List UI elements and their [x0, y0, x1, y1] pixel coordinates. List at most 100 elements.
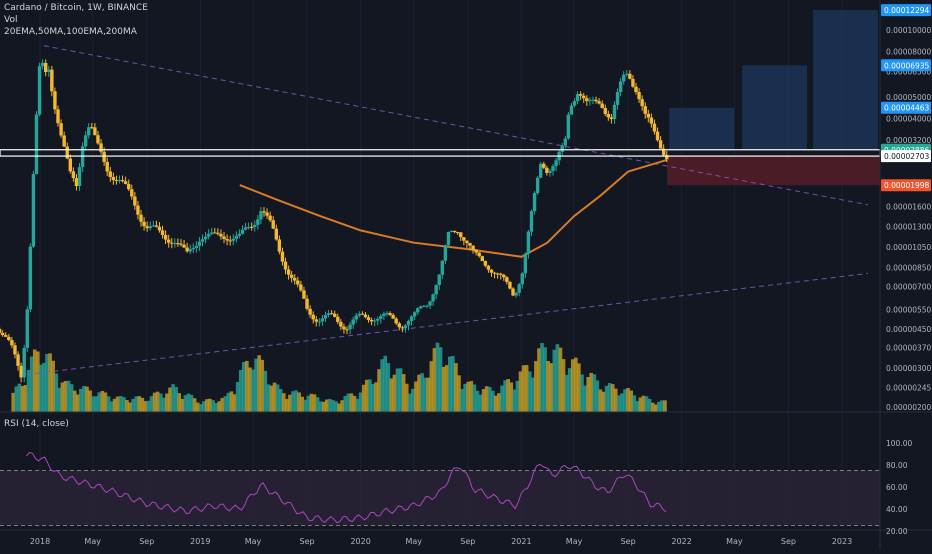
- volume-bar: [635, 401, 640, 412]
- candle-body: [440, 260, 445, 275]
- volume-bar: [383, 355, 388, 412]
- candle-body: [483, 261, 488, 266]
- candle-body: [136, 205, 140, 215]
- candle-body: [16, 354, 20, 366]
- volume-bar: [580, 374, 584, 412]
- lower-trendline: [26, 272, 868, 376]
- candle-body: [474, 249, 478, 253]
- candle-body: [130, 189, 134, 197]
- volume-bar: [54, 373, 59, 412]
- volume-bar: [177, 393, 182, 412]
- candle-body: [649, 117, 654, 124]
- candle-body: [203, 236, 208, 240]
- volume-bar: [26, 369, 31, 412]
- candle-body: [47, 69, 51, 73]
- candle-body: [105, 161, 109, 172]
- candle-body: [406, 321, 411, 326]
- candle-body: [640, 99, 644, 107]
- candle-body: [345, 329, 349, 331]
- volume-bar: [39, 364, 43, 412]
- y-tick-label: 0.00000700: [886, 282, 932, 291]
- candle-body: [256, 219, 260, 225]
- candle-body: [243, 227, 248, 230]
- price-label-tag: [881, 101, 931, 114]
- volume-bar: [281, 393, 286, 412]
- volume-bar: [257, 355, 261, 412]
- candle-body: [234, 235, 239, 239]
- volume-bar: [487, 386, 492, 412]
- volume-bar: [269, 385, 274, 412]
- candle-body: [219, 233, 223, 237]
- moving-average-line: [239, 158, 668, 258]
- candle-body: [360, 313, 365, 315]
- volume-bar: [494, 395, 498, 412]
- candle-body: [305, 298, 309, 309]
- volume-bar: [438, 347, 443, 412]
- volume-bar: [404, 383, 409, 412]
- candle-body: [151, 225, 156, 227]
- volume-bar: [432, 348, 437, 412]
- candle-body: [369, 319, 374, 322]
- rsi-legend[interactable]: RSI (14, close): [4, 419, 69, 429]
- candle-body: [658, 140, 663, 149]
- candle-body: [31, 174, 36, 247]
- volume-bar: [245, 360, 249, 412]
- volume-bar: [435, 342, 440, 412]
- volume-bar: [128, 402, 132, 412]
- candle-body: [262, 211, 266, 213]
- volume-bar: [278, 389, 283, 412]
- candle-body: [348, 324, 352, 330]
- candle-body: [28, 246, 33, 310]
- volume-bar: [217, 401, 221, 412]
- x-tick-label: Sep: [621, 537, 636, 546]
- volume-bar: [543, 347, 547, 412]
- target-zone-1: [669, 107, 735, 150]
- volume-bar: [328, 398, 332, 412]
- volume-bar: [146, 400, 151, 412]
- y-tick-label: 0.00006500: [886, 68, 932, 77]
- candle-body: [96, 135, 100, 144]
- volume-bar: [524, 365, 529, 412]
- volume-bar: [623, 389, 627, 412]
- candle-body: [127, 184, 131, 190]
- volume-bar: [312, 394, 317, 412]
- candle-body: [139, 214, 143, 222]
- y-tick-label: 0.00001050: [886, 243, 932, 252]
- volume-legend[interactable]: Vol: [4, 15, 18, 25]
- candle-body: [563, 138, 567, 146]
- candle-body: [317, 321, 322, 323]
- candle-body: [197, 241, 202, 246]
- volume-bar: [601, 391, 606, 412]
- volume-bar: [620, 393, 624, 412]
- volume-bar: [254, 358, 258, 412]
- volume-bar: [198, 404, 203, 412]
- volume-bar: [349, 393, 354, 412]
- candle-body: [499, 273, 503, 275]
- volume-bar: [223, 396, 228, 412]
- volume-bar: [315, 397, 320, 412]
- candle-body: [185, 247, 189, 252]
- indicators-legend[interactable]: 20EMA,50MA,100EMA,200MA: [4, 27, 137, 37]
- volume-bar: [429, 361, 434, 412]
- volume-bar: [484, 386, 489, 412]
- candle-body: [308, 308, 312, 315]
- y-tick-label: 0.00004000: [886, 114, 932, 123]
- volume-bar: [604, 385, 609, 412]
- volume-bar: [555, 344, 560, 412]
- candle-body: [176, 243, 180, 245]
- volume-bar: [346, 393, 351, 412]
- volume-bar: [478, 394, 483, 412]
- volume-bar: [546, 361, 550, 412]
- volume-bar: [85, 386, 89, 412]
- symbol-title[interactable]: Cardano / Bitcoin, 1W, BINANCE: [4, 3, 148, 13]
- candle-body: [333, 313, 337, 317]
- volume-bar: [174, 387, 178, 412]
- volume-bar: [79, 388, 83, 412]
- candle-body: [329, 313, 334, 315]
- volume-bar: [650, 402, 655, 412]
- moving-average-layer: [239, 158, 668, 258]
- volume-bar: [629, 390, 633, 412]
- candle-body: [400, 327, 405, 329]
